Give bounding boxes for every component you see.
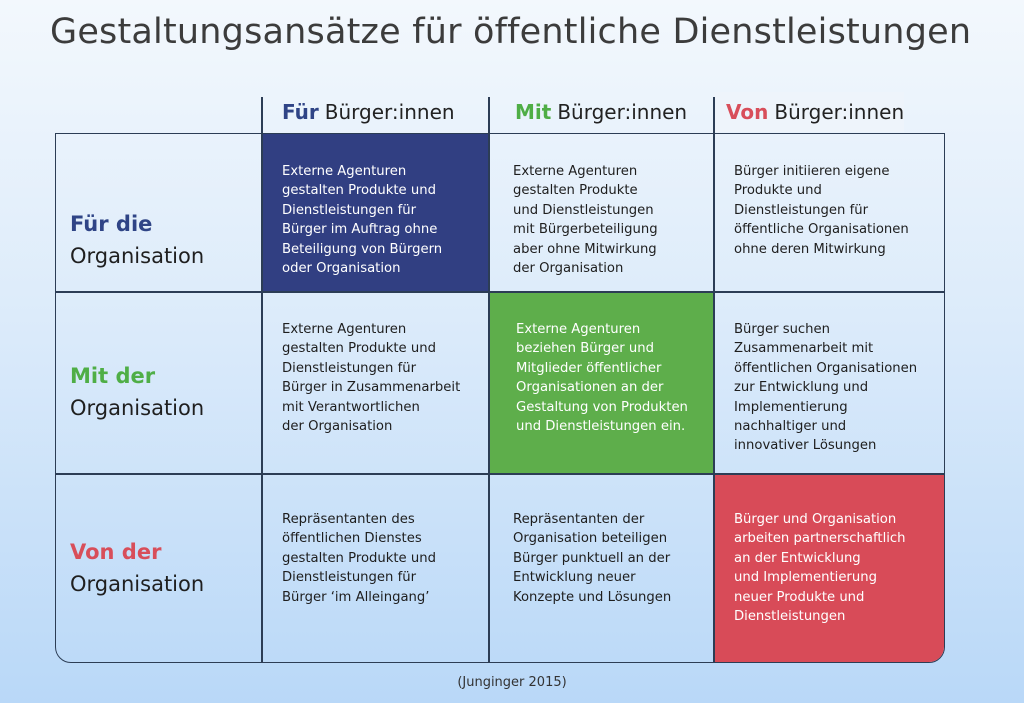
row-header-accent: Mit der [70,364,156,388]
matrix-cell: Externe Agenturen gestalten Produkte und… [262,292,489,474]
header-divider [713,97,715,134]
matrix-cell: Externe Agenturen gestalten Produkte und… [262,134,489,292]
cell-text: Bürger initiieren eigene Produkte und Di… [734,164,909,257]
source-citation: (Junginger 2015) [457,675,567,690]
cell-text: Bürger und Organisation arbeiten partner… [734,512,906,625]
row-header-von: Von der Organisation [70,536,204,600]
page-title: Gestaltungsansätze für öffentliche Diens… [50,12,972,52]
header-divider [261,97,263,134]
matrix-grid: Für die Organisation Mit der Organisatio… [55,133,945,663]
cell-text: Repräsentanten des öffentlichen Dienstes… [282,512,436,605]
column-header-mit: Mit Bürger:innen [489,92,715,132]
matrix-cell: Repräsentanten des öffentlichen Dienstes… [262,474,489,662]
matrix-cell: Externe Agenturen gestalten Produkte und… [489,134,714,292]
matrix-cell: Externe Agenturen beziehen Bürger und Mi… [489,292,714,474]
column-header-label: Bürger:innen [774,100,905,124]
row-header-fuer: Für die Organisation [70,208,204,272]
row-header-label: Organisation [70,572,205,596]
cell-text: Externe Agenturen gestalten Produkte und… [282,322,461,435]
cell-text: Externe Agenturen gestalten Produkte und… [513,164,658,277]
column-header-label: Bürger:innen [324,100,455,124]
row-header-label: Organisation [70,396,205,420]
column-header-fuer: Für Bürger:innen [262,92,490,132]
cell-text: Externe Agenturen gestalten Produkte und… [282,164,443,277]
row-header-accent: Von der [70,540,162,564]
cell-text: Bürger suchen Zusammenarbeit mit öffentl… [734,322,918,454]
column-header-label: Bürger:innen [557,100,688,124]
grid-line [261,134,263,662]
column-header-von: Von Bürger:innen [714,92,904,132]
column-header-accent: Von [726,100,769,124]
header-divider [488,97,490,134]
grid-line [56,291,944,293]
cell-text: Repräsentanten der Organisation beteilig… [513,512,672,605]
column-header-accent: Für [282,100,319,124]
column-header-accent: Mit [515,100,552,124]
grid-line [488,134,490,662]
cell-text: Externe Agenturen beziehen Bürger und Mi… [516,322,688,435]
matrix-cell: Bürger suchen Zusammenarbeit mit öffentl… [714,292,944,474]
grid-line [713,134,715,662]
matrix-cell: Bürger und Organisation arbeiten partner… [714,474,944,662]
grid-line [56,473,944,475]
row-header-mit: Mit der Organisation [70,360,204,424]
row-header-label: Organisation [70,244,205,268]
row-header-accent: Für die [70,212,153,236]
matrix-cell: Bürger initiieren eigene Produkte und Di… [714,134,944,292]
matrix-cell: Repräsentanten der Organisation beteilig… [489,474,714,662]
